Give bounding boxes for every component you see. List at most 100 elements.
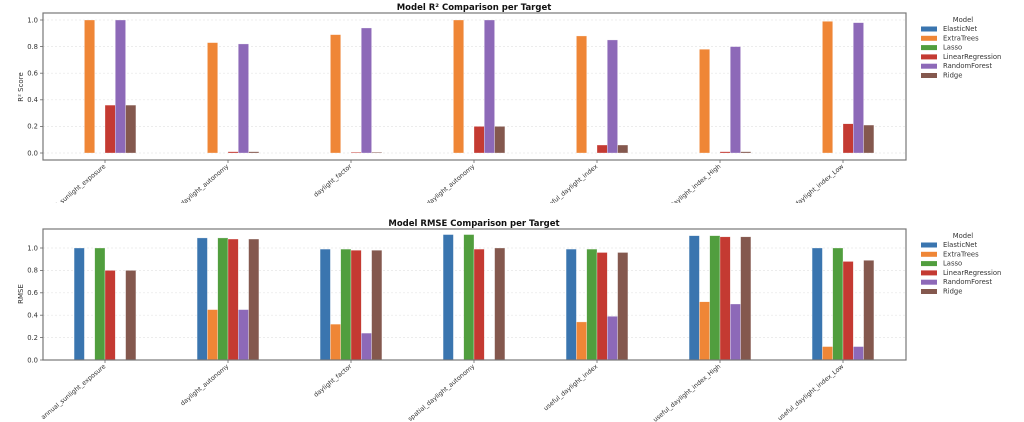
rmse-bar-linearregression-daylight-autonomy — [227, 238, 239, 361]
r2-legend-label-elasticnet: ElasticNet — [943, 25, 977, 33]
rmse-bar-lasso-spatial-daylight-autonomy — [463, 234, 475, 361]
rmse-y-tick-label: 0.4 — [27, 312, 38, 320]
rmse-bar-extratrees-useful-daylight-index — [576, 321, 587, 361]
rmse-bar-randomforest-daylight-factor — [361, 332, 372, 361]
r2-bar-ridge-useful-daylight-index — [617, 144, 629, 154]
r2-bar-ridge-spatial-daylight-autonomy — [494, 126, 506, 154]
rmse-bar-ridge-useful-daylight-index-Low — [863, 260, 875, 361]
r2-bar-randomforest-useful-daylight-index — [607, 39, 618, 154]
r2-bar-linearregression-spatial-daylight-autonomy — [473, 126, 485, 154]
r2-bar-extratrees-spatial-daylight-autonomy — [453, 19, 464, 154]
rmse-bar-extratrees-daylight-factor — [330, 323, 341, 361]
rmse-bar-linearregression-useful-daylight-index-Low — [842, 261, 854, 361]
rmse-legend-label-lasso: Lasso — [943, 260, 962, 268]
r2-bar-ridge-daylight-factor — [371, 151, 383, 154]
rmse-bar-lasso-daylight-factor — [340, 248, 352, 361]
r2-bar-extratrees-useful-daylight-index-Low — [822, 21, 833, 154]
rmse-bar-ridge-useful-daylight-index — [617, 252, 629, 361]
r2-y-tick-label: 0.4 — [27, 96, 38, 104]
r2-legend-swatch-linearregression — [921, 54, 937, 60]
rmse-y-tick-label: 0.0 — [27, 356, 38, 364]
rmse-legend-swatch-elasticnet — [921, 242, 937, 248]
r2-bars — [84, 19, 875, 154]
r2-bar-ridge-useful-daylight-index-Low — [863, 124, 875, 154]
rmse-legend-swatch-lasso — [921, 261, 937, 267]
rmse-bar-extratrees-useful-daylight-index-High — [699, 301, 710, 361]
r2-legend-label-lasso: Lasso — [943, 44, 962, 52]
rmse-bar-elasticnet-annual-sunlight-exposure — [73, 247, 85, 361]
rmse-bar-elasticnet-daylight-autonomy — [196, 237, 208, 361]
r2-chart-title: Model R² Comparison per Target — [397, 3, 552, 13]
r2-bar-linearregression-useful-daylight-index-High — [719, 151, 731, 154]
r2-chart: Model R² Comparison per Target R² Score … — [17, 3, 1001, 207]
r2-legend-swatch-extratrees — [921, 35, 937, 41]
rmse-bar-elasticnet-useful-daylight-index-High — [688, 235, 700, 361]
r2-legend-label-linearregression: LinearRegression — [943, 53, 1001, 61]
rmse-bar-randomforest-useful-daylight-index-Low — [853, 346, 864, 361]
rmse-bar-randomforest-daylight-autonomy — [238, 309, 249, 361]
r2-bar-ridge-daylight-autonomy — [248, 151, 260, 154]
rmse-chart: Model RMSE Comparison per Target RMSE 0.… — [0, 203, 1024, 422]
r2-bar-extratrees-useful-daylight-index — [576, 35, 587, 154]
r2-y-ticks: 0.0 0.2 0.4 0.6 0.8 1.0 — [27, 16, 43, 157]
r2-legend-label-ridge: Ridge — [943, 72, 962, 80]
r2-legend-swatch-lasso — [921, 45, 937, 51]
r2-y-tick-label: 0.8 — [27, 43, 38, 51]
rmse-bars — [73, 234, 875, 361]
r2-x-tick-label: daylight_autonomy — [179, 163, 230, 207]
r2-bar-randomforest-daylight-factor — [361, 27, 372, 154]
rmse-legend-label-elasticnet: ElasticNet — [943, 241, 977, 249]
r2-bar-extratrees-annual-sunlight-exposure — [84, 19, 95, 154]
rmse-plot-frame — [42, 228, 907, 361]
rmse-legend-swatch-randomforest — [921, 279, 937, 285]
rmse-legend-label-ridge: Ridge — [943, 288, 962, 296]
r2-legend-label-randomforest: RandomForest — [943, 62, 992, 70]
rmse-bar-lasso-useful-daylight-index-Low — [832, 247, 844, 361]
r2-bar-linearregression-annual-sunlight-exposure — [104, 104, 116, 154]
rmse-bar-linearregression-useful-daylight-index-High — [719, 236, 731, 361]
rmse-bar-elasticnet-spatial-daylight-autonomy — [442, 234, 454, 361]
r2-bar-extratrees-useful-daylight-index-High — [699, 49, 710, 154]
r2-y-tick-label: 0.2 — [27, 123, 38, 131]
r2-bar-linearregression-daylight-autonomy — [227, 151, 239, 154]
rmse-y-tick-label: 0.6 — [27, 289, 38, 297]
rmse-bar-elasticnet-useful-daylight-index-Low — [811, 247, 823, 361]
rmse-legend-swatch-linearregression — [921, 270, 937, 276]
r2-bar-linearregression-daylight-factor — [350, 151, 362, 154]
r2-y-tick-label: 1.0 — [27, 16, 38, 24]
rmse-bar-ridge-daylight-autonomy — [248, 238, 260, 361]
r2-bar-linearregression-useful-daylight-index-Low — [842, 123, 854, 154]
rmse-bar-linearregression-spatial-daylight-autonomy — [473, 248, 485, 361]
r2-bar-randomforest-useful-daylight-index-Low — [853, 22, 864, 154]
rmse-bar-ridge-useful-daylight-index-High — [740, 236, 752, 361]
rmse-y-tick-label: 0.8 — [27, 267, 38, 275]
rmse-bar-extratrees-useful-daylight-index-Low — [822, 346, 833, 361]
rmse-bar-elasticnet-daylight-factor — [319, 248, 331, 361]
rmse-bar-lasso-useful-daylight-index — [586, 248, 598, 361]
r2-bar-randomforest-spatial-daylight-autonomy — [484, 19, 495, 154]
rmse-bar-linearregression-daylight-factor — [350, 249, 362, 361]
r2-bar-randomforest-useful-daylight-index-High — [730, 46, 741, 154]
r2-bar-extratrees-daylight-autonomy — [207, 42, 218, 154]
rmse-y-tick-label: 1.0 — [27, 244, 38, 252]
rmse-bar-lasso-useful-daylight-index-High — [709, 235, 721, 361]
rmse-chart-title: Model RMSE Comparison per Target — [388, 219, 559, 229]
rmse-bar-ridge-daylight-factor — [371, 249, 383, 361]
r2-bar-randomforest-daylight-autonomy — [238, 43, 249, 154]
rmse-legend-title: Model — [953, 232, 974, 240]
rmse-bar-lasso-annual-sunlight-exposure — [94, 247, 106, 361]
rmse-legend-label-randomforest: RandomForest — [943, 278, 992, 286]
rmse-legend-label-extratrees: ExtraTrees — [943, 250, 979, 258]
rmse-bar-ridge-annual-sunlight-exposure — [125, 270, 137, 361]
r2-bar-extratrees-daylight-factor — [330, 34, 341, 154]
r2-bar-ridge-annual-sunlight-exposure — [125, 104, 137, 154]
rmse-bar-ridge-spatial-daylight-autonomy — [494, 247, 506, 361]
rmse-legend-swatch-ridge — [921, 289, 937, 294]
rmse-bar-linearregression-annual-sunlight-exposure — [104, 270, 116, 361]
rmse-legend-swatch-extratrees — [921, 251, 937, 257]
rmse-bar-lasso-daylight-autonomy — [217, 237, 229, 361]
r2-legend-swatch-randomforest — [921, 63, 937, 69]
